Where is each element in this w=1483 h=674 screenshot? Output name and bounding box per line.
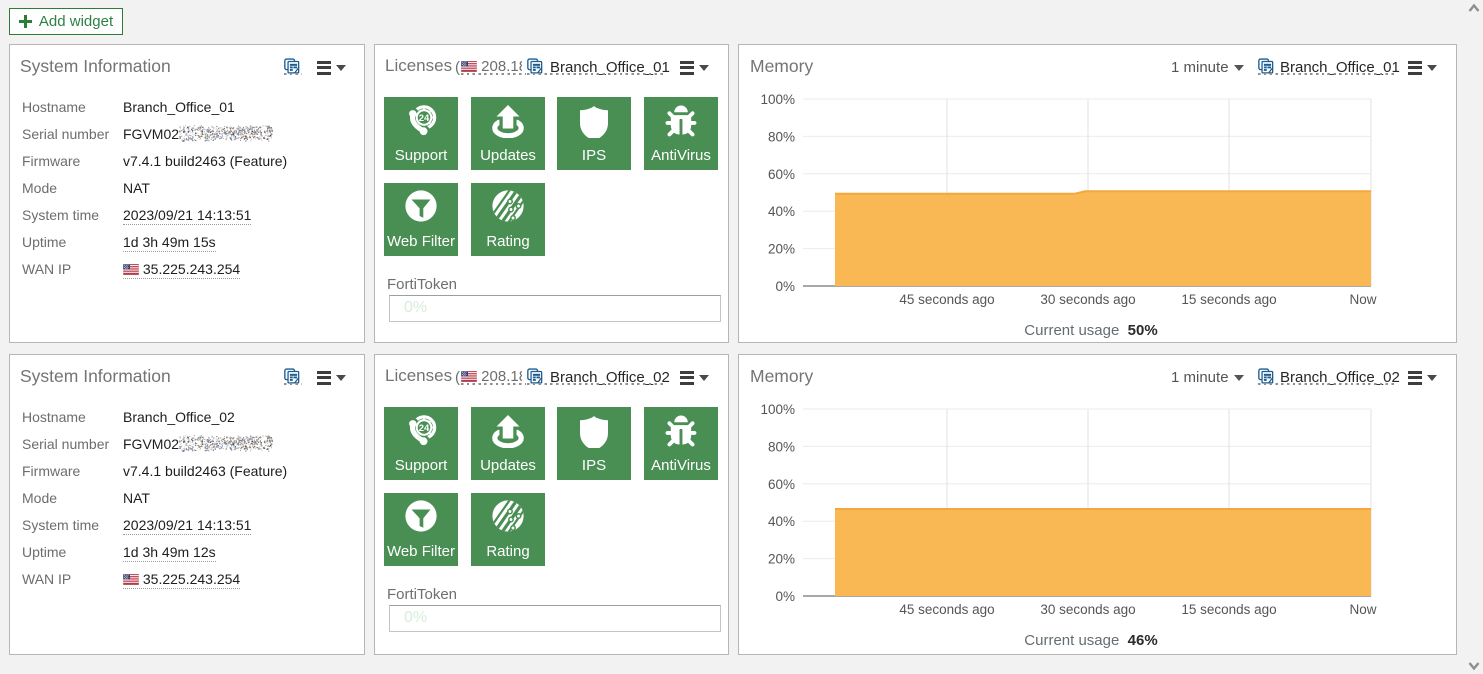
svg-text:80%: 80% bbox=[768, 439, 795, 454]
svg-text:45 seconds ago: 45 seconds ago bbox=[899, 602, 994, 617]
svg-text:40%: 40% bbox=[768, 514, 795, 529]
svg-text:100%: 100% bbox=[760, 402, 795, 417]
svg-text:20%: 20% bbox=[768, 552, 795, 567]
svg-text:Now: Now bbox=[1349, 602, 1376, 617]
svg-text:Now: Now bbox=[1349, 292, 1376, 307]
svg-text:60%: 60% bbox=[768, 167, 795, 182]
svg-text:20%: 20% bbox=[768, 242, 795, 257]
svg-text:0%: 0% bbox=[775, 279, 795, 294]
svg-text:15 seconds ago: 15 seconds ago bbox=[1181, 292, 1276, 307]
svg-text:30 seconds ago: 30 seconds ago bbox=[1040, 292, 1135, 307]
svg-text:Current usage 50%: Current usage 50% bbox=[1024, 322, 1157, 339]
svg-text:30 seconds ago: 30 seconds ago bbox=[1040, 602, 1135, 617]
svg-text:40%: 40% bbox=[768, 204, 795, 219]
svg-text:Current usage 46%: Current usage 46% bbox=[1024, 632, 1157, 649]
svg-text:15 seconds ago: 15 seconds ago bbox=[1181, 602, 1276, 617]
svg-text:60%: 60% bbox=[768, 477, 795, 492]
svg-text:80%: 80% bbox=[768, 129, 795, 144]
svg-text:100%: 100% bbox=[760, 92, 795, 107]
svg-text:0%: 0% bbox=[775, 589, 795, 604]
svg-text:24: 24 bbox=[419, 113, 430, 124]
svg-text:24: 24 bbox=[419, 423, 430, 434]
svg-text:45 seconds ago: 45 seconds ago bbox=[899, 292, 994, 307]
